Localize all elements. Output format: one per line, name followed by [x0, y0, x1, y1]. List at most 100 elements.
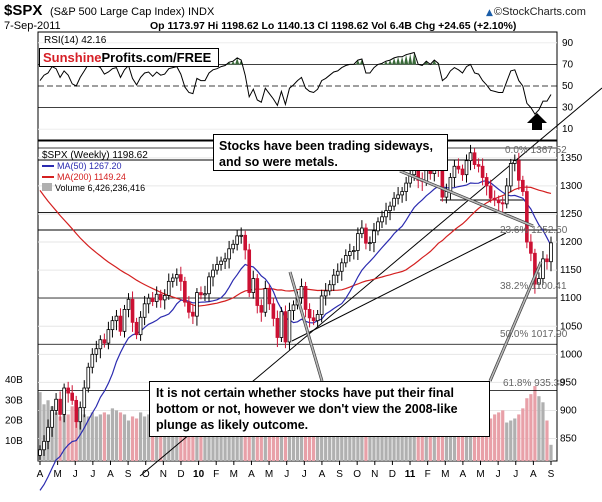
- volume-bar: [388, 424, 392, 461]
- candle-body: [279, 311, 284, 338]
- candle-body: [364, 227, 368, 244]
- candle-body: [154, 293, 159, 302]
- rsi-tick-label: 50: [562, 81, 574, 92]
- x-tick-label: O: [353, 469, 361, 480]
- volume-axis: 40B 30B 20B 10B: [5, 375, 23, 447]
- volume-tick-label: 40B: [5, 375, 23, 386]
- candle-body: [440, 166, 445, 198]
- candle-body: [195, 292, 199, 317]
- candle-body: [392, 197, 396, 207]
- brand-logo: SunshineProfits.com/FREE: [39, 48, 219, 67]
- candle-body: [376, 221, 380, 232]
- x-tick-label: A: [248, 469, 255, 480]
- candle-body: [452, 165, 457, 178]
- candle-body: [191, 311, 195, 317]
- fib-label-50: 50.0% 1017.90: [500, 329, 568, 340]
- candle-body: [500, 202, 505, 205]
- x-tick-label: 11: [405, 469, 416, 480]
- volume-bar: [537, 396, 541, 461]
- candle-body: [275, 318, 280, 338]
- volume-bar: [505, 422, 509, 461]
- volume-bar: [295, 420, 300, 461]
- volume-bar: [307, 418, 312, 461]
- volume-bar: [356, 418, 360, 461]
- candle-body: [42, 440, 46, 451]
- candle-body: [488, 185, 493, 199]
- volume-bar: [489, 418, 493, 461]
- rsi-tick-label: 10: [562, 124, 574, 135]
- candle-body: [533, 252, 537, 285]
- candle-body: [263, 288, 268, 313]
- candle-body: [541, 258, 545, 279]
- volume-bar: [360, 432, 364, 461]
- candle-body: [472, 152, 477, 165]
- volume-bar: [283, 418, 288, 461]
- volume-bar: [54, 412, 58, 461]
- volume-bar: [416, 418, 420, 461]
- volume-bar: [167, 416, 171, 461]
- candle-body: [368, 242, 372, 245]
- candle-body: [74, 399, 79, 423]
- candle-body: [203, 293, 207, 296]
- volume-bar: [122, 414, 127, 461]
- volume-bar: [452, 420, 457, 461]
- candle-body: [54, 398, 58, 411]
- price-tick-label: 1350: [560, 153, 583, 164]
- volume-bar: [155, 430, 159, 461]
- x-tick-label: D: [177, 469, 184, 480]
- candle-body: [46, 426, 50, 442]
- credit-arrow-icon: ▲: [486, 8, 493, 18]
- candle-body: [166, 280, 171, 296]
- volume-bar: [376, 420, 380, 461]
- volume-bar: [384, 420, 388, 461]
- date-axis: A M J J A S O N D 10 F M A M J J A S O N D 11 F M A M J J A S: [37, 461, 555, 480]
- legend-ma200: MA(200) 1149.24: [57, 172, 126, 182]
- volume-bar: [336, 418, 340, 461]
- candle-body: [199, 292, 203, 296]
- candle-body: [319, 295, 324, 315]
- price-tick-label: 1300: [560, 181, 583, 192]
- volume-bar: [392, 426, 396, 461]
- volume-bar: [472, 414, 477, 461]
- volume-bar: [94, 416, 98, 461]
- candle-body: [130, 298, 135, 323]
- candle-body: [299, 286, 304, 299]
- volume-bar: [90, 412, 94, 461]
- volume-bar: [404, 416, 408, 461]
- rsi-tick-label: 70: [562, 59, 574, 70]
- candle-body: [335, 270, 340, 276]
- volume-bar: [509, 420, 513, 461]
- x-tick-label: J: [73, 469, 78, 480]
- x-tick-label: D: [389, 469, 396, 480]
- chart-legend: $SPX (Weekly) 1198.62 MA(50) 1267.20 MA(…: [42, 150, 148, 193]
- x-tick-label: M: [441, 469, 449, 480]
- candle-body: [158, 293, 163, 301]
- candle-body: [187, 301, 191, 313]
- volume-bar: [42, 404, 46, 461]
- volume-bar: [549, 444, 553, 461]
- volume-bar: [134, 418, 139, 461]
- callout-pointers: [288, 169, 543, 382]
- candle-body: [122, 309, 127, 332]
- volume-bar: [525, 398, 529, 461]
- price-tick-label: 1050: [560, 321, 583, 332]
- neckline-line: [291, 232, 507, 342]
- volume-bar: [352, 416, 356, 461]
- fib-label-61: 61.8% 935.38: [503, 378, 565, 389]
- volume-tick-label: 10B: [5, 436, 23, 447]
- volume-bar: [428, 416, 432, 461]
- candle-body: [179, 274, 183, 282]
- volume-bar: [396, 420, 400, 461]
- candle-body: [162, 294, 167, 301]
- volume-bar: [303, 416, 308, 461]
- x-tick-label: N: [160, 469, 167, 480]
- candle-body: [142, 303, 147, 318]
- volume-bar: [78, 412, 82, 461]
- fib-label-38: 38.2% 1100.41: [500, 281, 567, 292]
- volume-bar: [408, 422, 412, 461]
- candle-body: [388, 205, 392, 212]
- volume-bar: [521, 408, 525, 461]
- volume-bar: [118, 412, 123, 461]
- x-tick-label: S: [336, 469, 343, 480]
